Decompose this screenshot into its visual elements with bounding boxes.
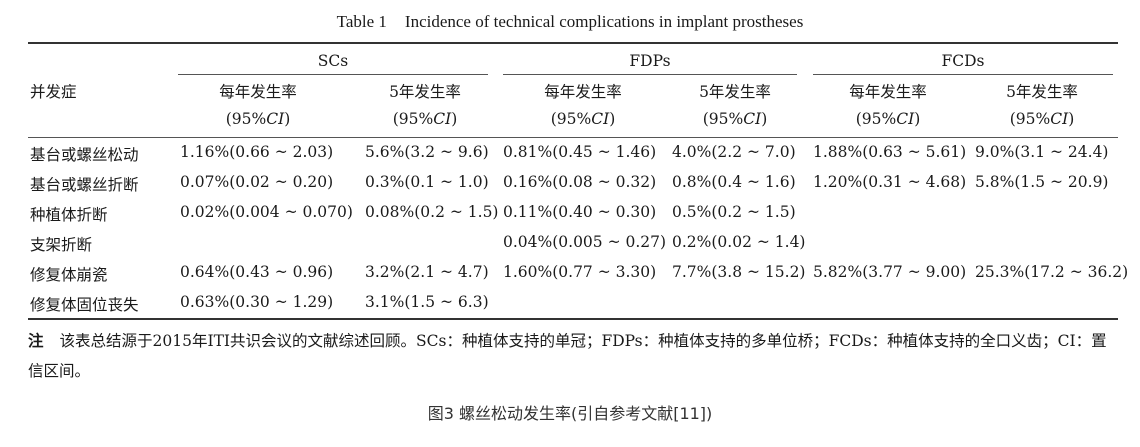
group-header-fcds: FCDs <box>941 52 985 70</box>
subheader-ci-open: (95% <box>392 110 434 128</box>
group-rule-fcds <box>813 74 1113 75</box>
subheader-ci-close: ) <box>761 110 768 128</box>
subheader-ci-abbr: CI <box>1050 110 1069 128</box>
figure-caption: 图3 螺丝松动发生率(引自参考文献[11]) <box>427 404 713 423</box>
table-title: Table 1 Incidence of technical complicati… <box>0 12 1140 32</box>
subheader-ci-abbr: CI <box>743 110 762 128</box>
note-text: 该表总结源于2015年ITI共识会议的文献综述回顾。SCs：种植体支持的单冠；F… <box>28 332 1107 380</box>
group-header-scs: SCs <box>317 52 349 70</box>
subheader-ci: (95%CI) <box>345 110 505 128</box>
table-number: Table 1 <box>336 12 387 31</box>
group-rule-fdps <box>503 74 797 75</box>
table-cell: 4.0%(2.2 ~ 7.0) <box>672 143 796 161</box>
bottom-rule <box>28 318 1118 320</box>
top-rule <box>28 42 1118 44</box>
subheader-ci-close: ) <box>1068 110 1075 128</box>
subheader-ci-open: (95% <box>225 110 267 128</box>
subheader-ci-open: (95% <box>702 110 744 128</box>
subheader-rate: 每年发生率 <box>544 83 622 101</box>
subheader-ci-abbr: CI <box>266 110 285 128</box>
subheader-ci: (95%CI) <box>808 110 968 128</box>
table-cell: 0.5%(0.2 ~ 1.5) <box>672 203 796 221</box>
table-cell: 0.16%(0.08 ~ 0.32) <box>503 173 657 191</box>
table-cell: 0.07%(0.02 ~ 0.20) <box>180 173 334 191</box>
group-rule-scs <box>178 74 488 75</box>
subheader-rate: 5年发生率 <box>389 83 461 101</box>
subheader-rate: 每年发生率 <box>219 83 297 101</box>
table-note: 注该表总结源于2015年ITI共识会议的文献综述回顾。SCs：种植体支持的单冠；… <box>28 326 1120 386</box>
subheader-ci-close: ) <box>914 110 921 128</box>
table-cell: 25.3%(17.2 ~ 36.2) <box>975 263 1129 281</box>
table-cell: 3.2%(2.1 ~ 4.7) <box>365 263 489 281</box>
row-label: 修复体崩瓷 <box>30 266 108 284</box>
subheader-ci-close: ) <box>609 110 616 128</box>
row-label: 基台或螺丝折断 <box>30 176 139 194</box>
row-label: 种植体折断 <box>30 206 108 224</box>
subheader-ci: (95%CI) <box>655 110 815 128</box>
subheader-rate: 每年发生率 <box>849 83 927 101</box>
table-cell: 5.82%(3.77 ~ 9.00) <box>813 263 967 281</box>
row-label: 支架折断 <box>30 236 93 254</box>
table-cell: 1.16%(0.66 ~ 2.03) <box>180 143 334 161</box>
table-cell: 1.20%(0.31 ~ 4.68) <box>813 173 967 191</box>
subheader-ci-abbr: CI <box>896 110 915 128</box>
group-header-fdps: FDPs <box>629 52 671 70</box>
table-cell: 0.64%(0.43 ~ 0.96) <box>180 263 334 281</box>
subheader-ci-abbr: CI <box>591 110 610 128</box>
subheader-ci-open: (95% <box>550 110 592 128</box>
row-label: 修复体固位丧失 <box>30 296 139 314</box>
table-cell: 0.2%(0.02 ~ 1.4) <box>672 233 806 251</box>
table-cell: 3.1%(1.5 ~ 6.3) <box>365 293 489 311</box>
subheader-ci-close: ) <box>284 110 291 128</box>
table-cell: 0.04%(0.005 ~ 0.27) <box>503 233 667 251</box>
subheader-ci: (95%CI) <box>503 110 663 128</box>
table-cell: 9.0%(3.1 ~ 24.4) <box>975 143 1109 161</box>
note-label: 注 <box>28 331 44 350</box>
table-cell: 0.63%(0.30 ~ 1.29) <box>180 293 334 311</box>
subheader-ci-open: (95% <box>855 110 897 128</box>
table-cell: 0.8%(0.4 ~ 1.6) <box>672 173 796 191</box>
subheader-ci: (95%CI) <box>178 110 338 128</box>
header-rule <box>28 137 1118 138</box>
subheader-ci: (95%CI) <box>962 110 1122 128</box>
row-label: 基台或螺丝松动 <box>30 146 139 164</box>
table-cell: 1.88%(0.63 ~ 5.61) <box>813 143 967 161</box>
row-header: 并发症 <box>30 83 77 101</box>
subheader-ci-open: (95% <box>1009 110 1051 128</box>
subheader-rate: 5年发生率 <box>699 83 771 101</box>
table-cell: 1.60%(0.77 ~ 3.30) <box>503 263 657 281</box>
table-cell: 0.81%(0.45 ~ 1.46) <box>503 143 657 161</box>
table-cell: 0.3%(0.1 ~ 1.0) <box>365 173 489 191</box>
table-cell: 7.7%(3.8 ~ 15.2) <box>672 263 806 281</box>
table-title-text: Incidence of technical complications in … <box>404 12 804 31</box>
subheader-rate: 5年发生率 <box>1006 83 1078 101</box>
table-cell: 5.6%(3.2 ~ 9.6) <box>365 143 489 161</box>
table-cell: 0.08%(0.2 ~ 1.5) <box>365 203 499 221</box>
table-cell: 5.8%(1.5 ~ 20.9) <box>975 173 1109 191</box>
subheader-ci-abbr: CI <box>433 110 452 128</box>
subheader-ci-close: ) <box>451 110 458 128</box>
table-cell: 0.11%(0.40 ~ 0.30) <box>503 203 657 221</box>
table-cell: 0.02%(0.004 ~ 0.070) <box>180 203 353 221</box>
